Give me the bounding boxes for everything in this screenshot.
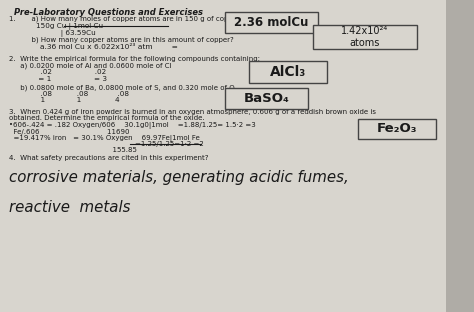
Text: .08           .08             .08: .08 .08 .08 xyxy=(9,91,129,97)
Text: 1              1               4: 1 1 4 xyxy=(9,97,120,103)
Text: 155.85: 155.85 xyxy=(9,147,137,153)
FancyBboxPatch shape xyxy=(358,119,436,139)
FancyBboxPatch shape xyxy=(249,61,327,83)
Text: 3.  When 0.424 g of iron powder is burned in an oxygen atmosphere, 0.606 g of a : 3. When 0.424 g of iron powder is burned… xyxy=(9,109,376,115)
Text: b) How many copper atoms are in this amount of copper?: b) How many copper atoms are in this amo… xyxy=(9,37,234,43)
Text: 2.  Write the empirical formula for the following compounds containing:: 2. Write the empirical formula for the f… xyxy=(9,56,261,61)
Text: b) 0.0800 mole of Ba, 0.0800 mole of S, and 0.320 mole of O.: b) 0.0800 mole of Ba, 0.0800 mole of S, … xyxy=(9,85,237,91)
Text: reactive  metals: reactive metals xyxy=(9,200,131,215)
Text: AlCl₃: AlCl₃ xyxy=(270,65,306,79)
Text: a) 0.0200 mole of Al and 0.0600 mole of Cl: a) 0.0200 mole of Al and 0.0600 mole of … xyxy=(9,62,172,69)
FancyBboxPatch shape xyxy=(225,12,318,33)
Text: | 63.59Cu: | 63.59Cu xyxy=(9,30,96,37)
Text: 1.42x10²⁴
atoms: 1.42x10²⁴ atoms xyxy=(341,26,389,48)
Text: .02                   .02: .02 .02 xyxy=(9,69,107,75)
FancyBboxPatch shape xyxy=(313,25,417,49)
Text: Pre-Laboratory Questions and Exercises: Pre-Laboratory Questions and Exercises xyxy=(14,8,203,17)
Text: Fe/.606                              11690: Fe/.606 11690 xyxy=(9,129,130,134)
Text: =19.417% iron   = 30.1% Oxygen    69.97Fe|1mol Fe: =19.417% iron = 30.1% Oxygen 69.97Fe|1mo… xyxy=(9,135,200,142)
FancyBboxPatch shape xyxy=(446,0,474,312)
Text: 4.  What safety precautions are cited in this experiment?: 4. What safety precautions are cited in … xyxy=(9,155,209,161)
FancyBboxPatch shape xyxy=(225,88,308,109)
Text: •606-.424 = .182 Oxygen/606    30.1g0|1mol    =1.88/1.25= 1.5·2 =3: •606-.424 = .182 Oxygen/606 30.1g0|1mol … xyxy=(9,122,256,129)
Text: 150g Cu | 1mol Cu: 150g Cu | 1mol Cu xyxy=(9,23,104,30)
Text: obtained. Determine the empirical formula of the oxide.: obtained. Determine the empirical formul… xyxy=(9,115,205,121)
Text: corrosive materials, generating acidic fumes,: corrosive materials, generating acidic f… xyxy=(9,170,349,185)
Text: = 1                   = 3: = 1 = 3 xyxy=(9,76,108,81)
Text: a.36 mol Cu x 6.022x10²³ atm        =: a.36 mol Cu x 6.022x10²³ atm = xyxy=(9,44,178,50)
Text: =1.25/1.25=1·2 =2: =1.25/1.25=1·2 =2 xyxy=(9,141,204,147)
Text: BaSO₄: BaSO₄ xyxy=(244,92,290,105)
Text: 2.36 molCu: 2.36 molCu xyxy=(234,16,309,29)
Text: 1.       a) How many moles of copper atoms are in 150 g of copper metal?: 1. a) How many moles of copper atoms are… xyxy=(9,16,266,22)
Text: Fe₂O₃: Fe₂O₃ xyxy=(377,122,417,135)
